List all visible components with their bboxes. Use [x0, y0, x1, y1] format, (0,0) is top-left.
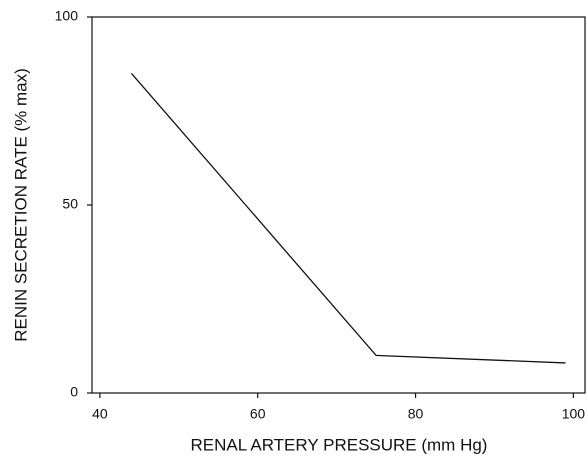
y-tick-label: 0 [70, 384, 78, 400]
x-axis-title: RENAL ARTERY PRESSURE (mm Hg) [191, 435, 488, 454]
plot-frame [91, 16, 586, 394]
y-tick-label: 100 [55, 8, 79, 24]
x-tick-label: 80 [408, 406, 424, 422]
x-tick-label: 100 [562, 406, 586, 422]
x-tick-label: 40 [92, 406, 108, 422]
y-tick-label: 50 [62, 196, 78, 212]
data-line [130, 72, 566, 364]
x-tick-label: 60 [250, 406, 266, 422]
y-axis-title: RENIN SECRETION RATE (% max) [11, 68, 30, 342]
